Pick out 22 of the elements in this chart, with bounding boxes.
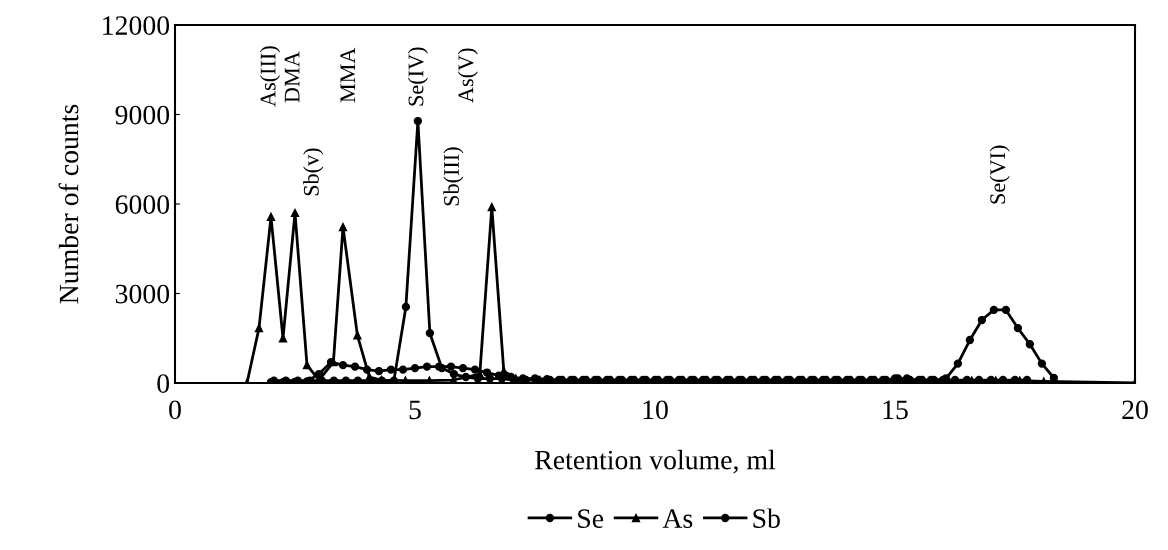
y-tick-label: 9000	[115, 105, 170, 125]
annotation: Sb(v)	[303, 148, 324, 196]
annotation: Se(IV)	[407, 47, 428, 106]
y-tick-label: 12000	[103, 16, 170, 35]
annotation: As(V)	[457, 48, 478, 103]
legend-label: Sb	[753, 508, 780, 528]
annotation: DMA	[284, 51, 300, 103]
x-axis-title: Retention volume, ml	[535, 449, 776, 474]
y-tick-label: 3000	[115, 284, 170, 304]
annotation: MMA	[340, 47, 356, 103]
y-tick-label: 6000	[115, 195, 170, 214]
legend-label: Se	[578, 509, 604, 528]
annotation: As(III)	[259, 46, 281, 107]
annotation: Sb(III)	[443, 147, 464, 206]
y-axis-title: Number of counts	[58, 104, 79, 304]
legend-label: As	[662, 509, 693, 528]
x-tick-label: 15	[883, 400, 908, 420]
y-tick-label: 0	[157, 374, 170, 393]
annotation: Se(VI)	[989, 145, 1010, 204]
x-tick-label: 20	[1122, 400, 1148, 420]
x-tick-label: 5	[409, 400, 421, 420]
x-tick-label: 10	[643, 400, 668, 420]
